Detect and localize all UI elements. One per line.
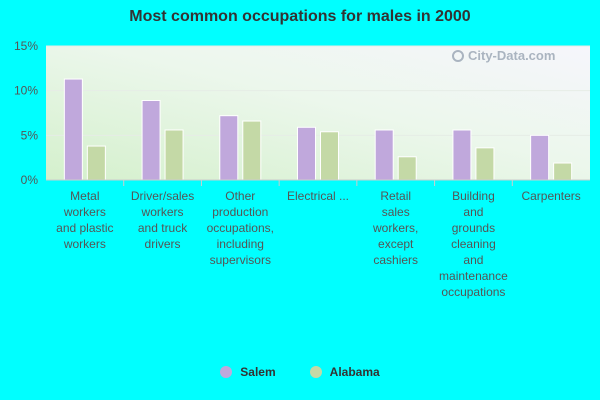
x-category-label-line: workers [63,205,106,219]
x-category-label-line: workers [141,205,184,219]
x-category-label-line: grounds [451,221,496,235]
legend-item-alabama[interactable]: Alabama [309,365,380,379]
bar-alabama[interactable] [397,156,417,181]
bar-salem[interactable] [374,129,394,181]
x-category-label-line: sales [381,205,410,219]
x-category-label: Driver/sales workers and truck drivers [124,188,202,252]
bar-alabama[interactable] [242,120,262,181]
legend: Salem Alabama [0,365,600,379]
bar-salem[interactable] [530,134,550,181]
x-category-label-line: occupations, [206,221,274,235]
y-tick-label: 10% [14,84,38,98]
bar-alabama[interactable] [86,145,106,181]
x-category-label-line: and [463,205,484,219]
legend-label: Salem [240,365,276,379]
x-category-label-line: Retail [380,189,412,203]
x-category-label-line: Driver/sales [130,189,195,203]
bar-alabama[interactable] [320,131,339,181]
search-icon [452,49,464,62]
x-category-label-line: Other [225,189,256,203]
x-category-label-line: workers [63,237,106,251]
x-category-label-line: production [212,205,269,219]
x-category-label-line: cleaning [451,237,496,251]
legend-swatch [309,366,322,378]
plot-area [46,46,590,180]
bar-alabama[interactable] [475,147,495,181]
chart-title: Most common occupations for males in 200… [129,8,471,25]
x-category-label-line: except [378,237,414,251]
bar-salem[interactable] [452,129,472,181]
x-category-label-line: Electrical ... [286,189,349,203]
legend-label: Alabama [329,365,380,379]
x-category-label-line: occupations [441,285,506,299]
x-category-label: Building and grounds cleaning and maintenance… [435,188,513,300]
x-category-label-line: and [463,253,484,267]
x-category-label-line: and truck [137,221,188,235]
x-category-label-line: including [216,237,264,251]
bar-salem[interactable] [141,99,161,181]
x-category-label: Metal workers and plastic workers [46,188,124,252]
x-category-label-line: maintenance [439,269,508,283]
x-category-label-line: Carpenters [521,189,581,203]
watermark-text: City-Data.com [468,48,556,63]
bar-salem[interactable] [63,78,83,181]
x-category-label-line: cashiers [373,253,419,267]
y-tick-label: 0% [21,173,39,187]
legend-item-salem[interactable]: Salem [220,365,276,379]
x-category-label: Other production occupations, including supe… [201,188,279,268]
bar-alabama[interactable] [164,129,184,181]
bar-salem[interactable] [297,126,316,181]
y-tick-label: 5% [21,128,39,142]
x-category-label-line: and plastic [56,221,114,235]
x-category-label-line: Metal [70,189,100,203]
y-tick-label: 15% [14,39,38,53]
legend-swatch [220,366,233,378]
bar-alabama[interactable] [553,162,573,181]
x-category-label-line: workers, [373,221,419,235]
x-category-label: Electrical ... [279,188,357,204]
bar-salem[interactable] [219,115,239,181]
x-category-label: Carpenters [512,188,590,204]
watermark: City-Data.com [452,48,555,63]
x-category-label: Retail sales workers, except cashiers [357,188,435,268]
x-category-label-line: Building [452,189,495,203]
x-category-label-line: supervisors [209,253,271,267]
x-category-label-line: drivers [144,237,181,251]
